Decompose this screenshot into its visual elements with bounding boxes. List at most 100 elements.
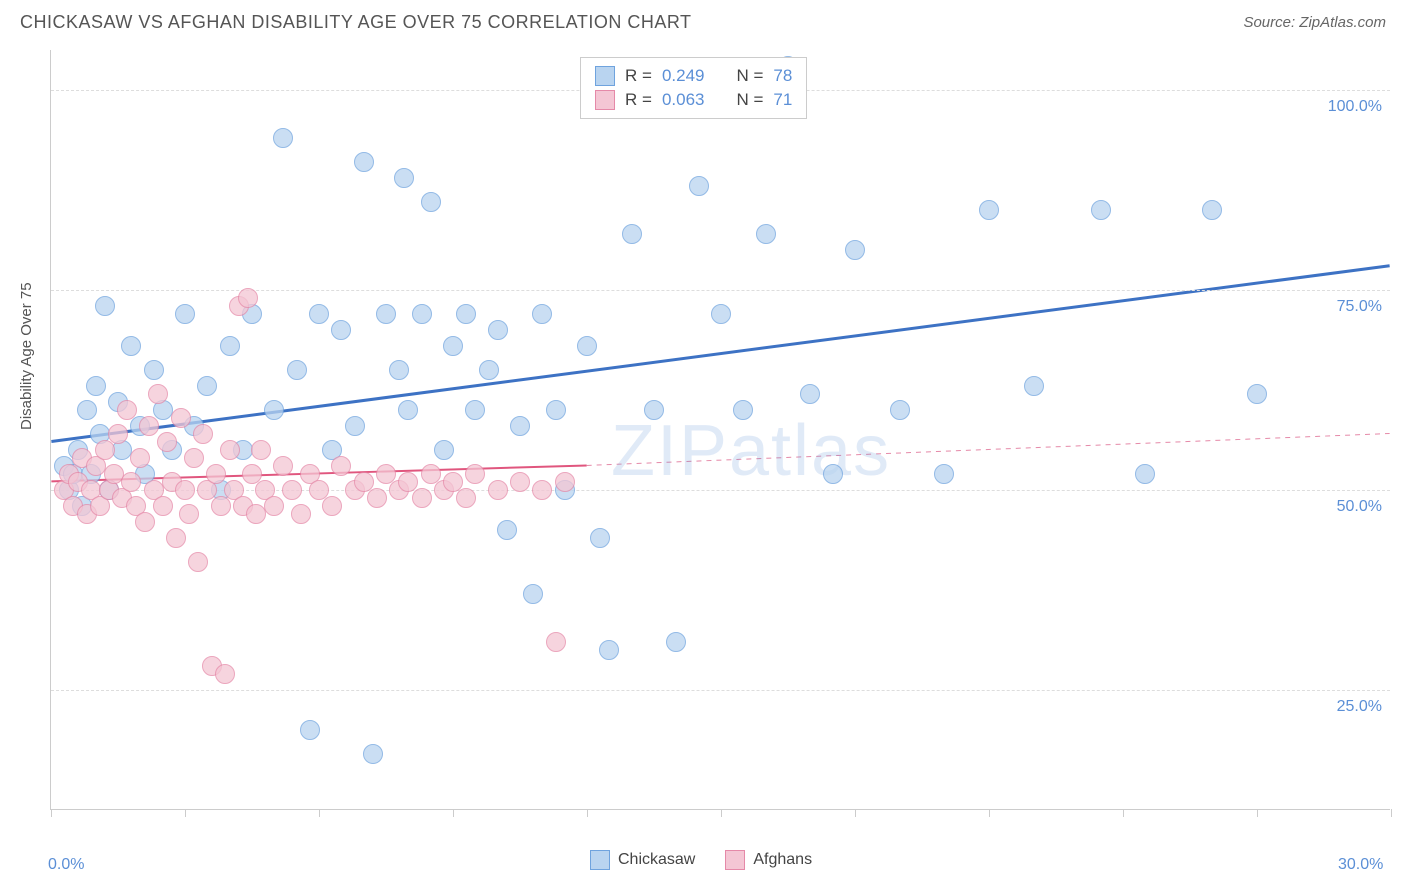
scatter-point <box>179 504 199 524</box>
scatter-point <box>733 400 753 420</box>
scatter-point <box>188 552 208 572</box>
scatter-point <box>86 376 106 396</box>
scatter-point <box>497 520 517 540</box>
scatter-point <box>711 304 731 324</box>
stats-legend-row: R = 0.249 N = 78 <box>595 64 792 88</box>
scatter-point <box>220 440 240 460</box>
scatter-point <box>197 376 217 396</box>
n-value: 71 <box>773 90 792 110</box>
scatter-point <box>251 440 271 460</box>
scatter-point <box>412 304 432 324</box>
legend-label: Chickasaw <box>618 851 695 869</box>
scatter-point <box>264 496 284 516</box>
y-tick-label: 75.0% <box>1337 298 1382 316</box>
n-label: N = <box>736 66 763 86</box>
r-label: R = <box>625 90 652 110</box>
scatter-point <box>555 472 575 492</box>
scatter-point <box>273 128 293 148</box>
scatter-point <box>689 176 709 196</box>
x-tick <box>587 809 588 817</box>
scatter-point <box>175 304 195 324</box>
scatter-point <box>108 424 128 444</box>
stats-legend-box: R = 0.249 N = 78 R = 0.063 N = 71 <box>580 57 807 119</box>
r-label: R = <box>625 66 652 86</box>
scatter-point <box>121 472 141 492</box>
legend-swatch <box>595 90 615 110</box>
scatter-point <box>1091 200 1111 220</box>
trendlines-svg <box>51 50 1390 809</box>
scatter-point <box>367 488 387 508</box>
scatter-point <box>363 744 383 764</box>
x-axis-min-label: 0.0% <box>48 856 84 874</box>
x-tick <box>185 809 186 817</box>
scatter-point <box>546 400 566 420</box>
legend-swatch <box>590 850 610 870</box>
watermark-text: ZIPatlas <box>611 410 891 492</box>
scatter-point <box>148 384 168 404</box>
scatter-point <box>456 304 476 324</box>
legend-item: Afghans <box>725 850 812 870</box>
scatter-point <box>309 304 329 324</box>
scatter-point <box>354 152 374 172</box>
scatter-point <box>456 488 476 508</box>
x-tick <box>1391 809 1392 817</box>
scatter-point <box>398 400 418 420</box>
gridline-horizontal <box>51 690 1390 691</box>
y-tick-label: 50.0% <box>1337 498 1382 516</box>
scatter-point <box>590 528 610 548</box>
legend-label: Afghans <box>753 851 812 869</box>
scatter-point <box>220 336 240 356</box>
scatter-point <box>1247 384 1267 404</box>
n-value: 78 <box>773 66 792 86</box>
x-tick <box>855 809 856 817</box>
scatter-point <box>345 416 365 436</box>
r-value: 0.063 <box>662 90 705 110</box>
scatter-point <box>532 304 552 324</box>
stats-legend-row: R = 0.063 N = 71 <box>595 88 792 112</box>
scatter-point <box>264 400 284 420</box>
x-tick <box>1123 809 1124 817</box>
scatter-point <box>389 360 409 380</box>
scatter-point <box>434 440 454 460</box>
scatter-point <box>206 464 226 484</box>
scatter-point <box>144 360 164 380</box>
x-tick <box>453 809 454 817</box>
scatter-point <box>282 480 302 500</box>
gridline-horizontal <box>51 490 1390 491</box>
chart-plot-area: ZIPatlas 25.0% 50.0% 75.0% 100.0% <box>50 50 1390 810</box>
x-tick <box>721 809 722 817</box>
scatter-point <box>488 480 508 500</box>
scatter-point <box>211 496 231 516</box>
scatter-point <box>666 632 686 652</box>
x-tick <box>319 809 320 817</box>
scatter-point <box>273 456 293 476</box>
scatter-point <box>823 464 843 484</box>
scatter-point <box>890 400 910 420</box>
r-value: 0.249 <box>662 66 705 86</box>
scatter-point <box>421 192 441 212</box>
scatter-point <box>153 496 173 516</box>
x-tick <box>989 809 990 817</box>
x-tick <box>1257 809 1258 817</box>
n-label: N = <box>736 90 763 110</box>
scatter-point <box>322 496 342 516</box>
scatter-point <box>979 200 999 220</box>
scatter-point <box>193 424 213 444</box>
scatter-point <box>95 440 115 460</box>
scatter-point <box>599 640 619 660</box>
legend-swatch <box>595 66 615 86</box>
scatter-point <box>121 336 141 356</box>
scatter-point <box>465 464 485 484</box>
scatter-point <box>934 464 954 484</box>
chart-title: CHICKASAW VS AFGHAN DISABILITY AGE OVER … <box>20 12 692 33</box>
scatter-point <box>77 400 97 420</box>
scatter-point <box>622 224 642 244</box>
y-tick-label: 25.0% <box>1337 698 1382 716</box>
scatter-point <box>1202 200 1222 220</box>
scatter-point <box>1024 376 1044 396</box>
y-tick-label: 100.0% <box>1328 98 1382 116</box>
source-attribution: Source: ZipAtlas.com <box>1243 14 1386 31</box>
scatter-point <box>1135 464 1155 484</box>
scatter-point <box>523 584 543 604</box>
y-axis-title: Disability Age Over 75 <box>18 282 35 430</box>
